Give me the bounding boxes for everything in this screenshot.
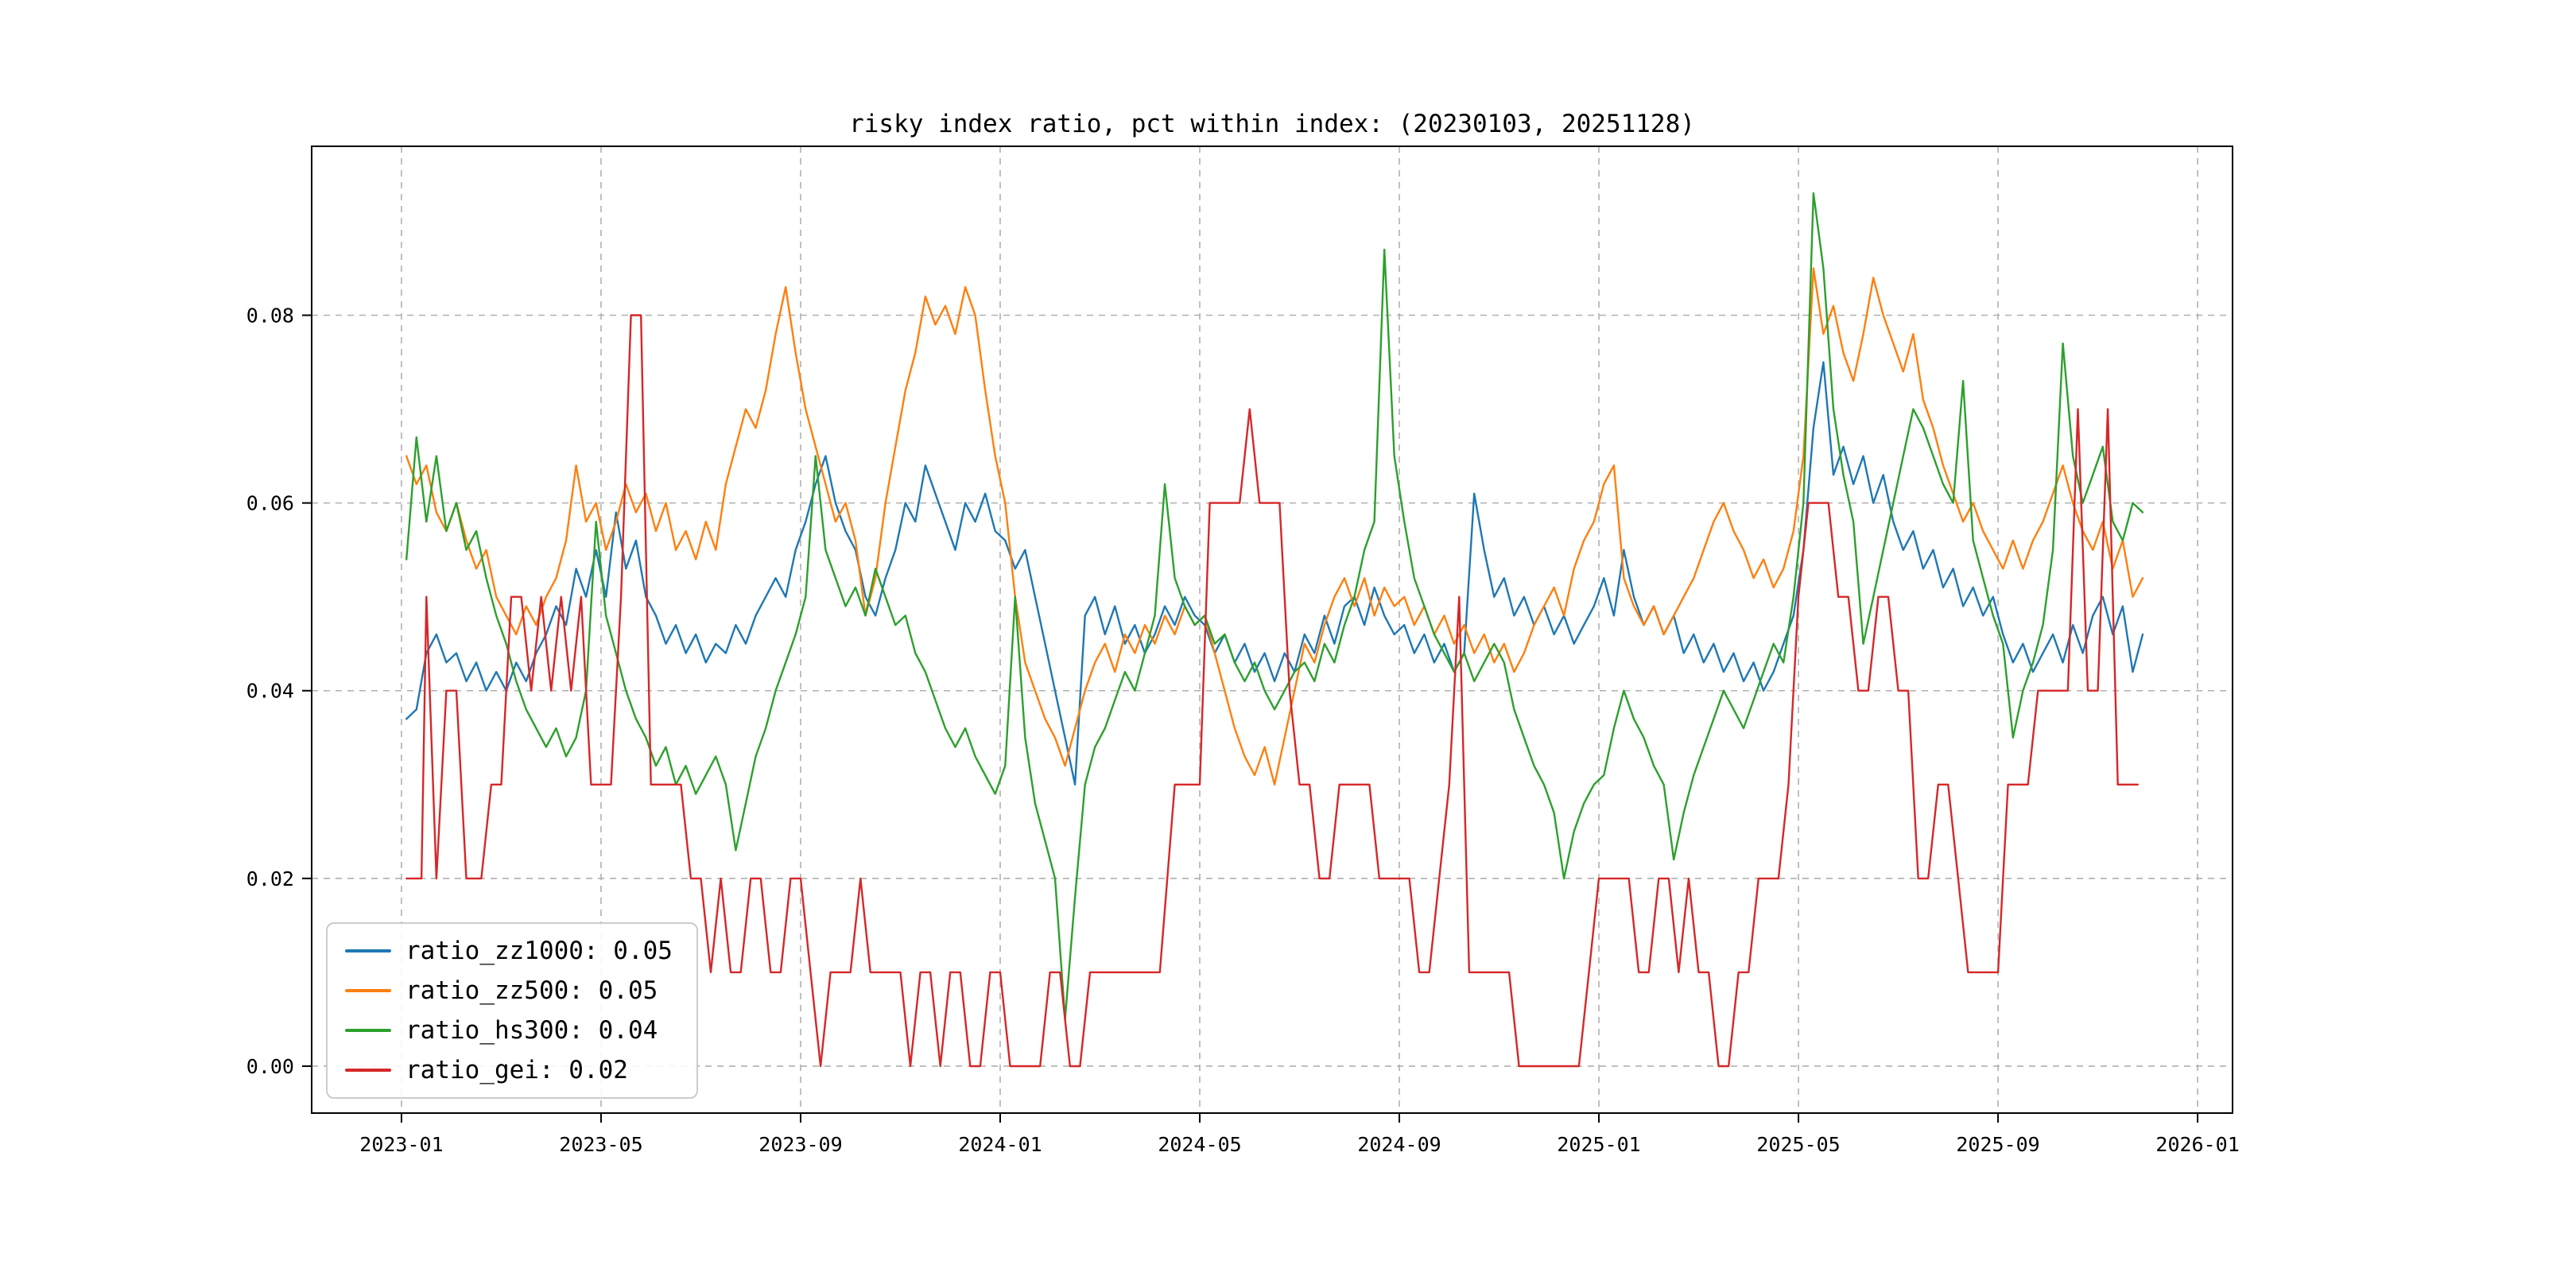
x-tick-label: 2023-01 bbox=[359, 1133, 443, 1156]
legend-label: ratio_zz1000: 0.05 bbox=[405, 937, 673, 965]
y-tick-label: 0.06 bbox=[246, 492, 294, 515]
legend-item-ratio_hs300: ratio_hs300: 0.04 bbox=[345, 1016, 673, 1045]
legend-line-swatch bbox=[345, 989, 391, 992]
legend-label: ratio_gei: 0.02 bbox=[405, 1056, 628, 1084]
series-line-ratio_zz1000 bbox=[405, 361, 2144, 786]
x-tick-label: 2023-05 bbox=[559, 1133, 642, 1156]
y-tick-label: 0.00 bbox=[246, 1055, 294, 1078]
legend-line-swatch bbox=[345, 1029, 391, 1032]
legend-item-ratio_gei: ratio_gei: 0.02 bbox=[345, 1056, 673, 1084]
chart-title: risky index ratio, pct within index: (20… bbox=[849, 110, 1695, 138]
axes-border bbox=[311, 145, 2233, 1114]
x-tick-label: 2024-05 bbox=[1158, 1133, 1241, 1156]
legend-line-swatch bbox=[345, 1069, 391, 1072]
y-tick-label: 0.08 bbox=[246, 305, 294, 328]
legend: ratio_zz1000: 0.05 ratio_zz500: 0.05 ratio… bbox=[326, 922, 698, 1099]
legend-line-swatch bbox=[345, 949, 391, 952]
x-tick-label: 2024-09 bbox=[1357, 1133, 1441, 1156]
x-tick-label: 2024-01 bbox=[958, 1133, 1042, 1156]
series-line-ratio_gei bbox=[405, 314, 2140, 1068]
y-tick-label: 0.02 bbox=[246, 867, 294, 890]
series-line-ratio_hs300 bbox=[405, 192, 2144, 1021]
x-tick-label: 2025-01 bbox=[1557, 1133, 1640, 1156]
x-tick-label: 2025-05 bbox=[1756, 1133, 1840, 1156]
x-tick-label: 2025-09 bbox=[1956, 1133, 2039, 1156]
legend-label: ratio_zz500: 0.05 bbox=[405, 976, 658, 1005]
legend-item-ratio_zz1000: ratio_zz1000: 0.05 bbox=[345, 937, 673, 965]
legend-item-ratio_zz500: ratio_zz500: 0.05 bbox=[345, 976, 673, 1005]
x-tick-label: 2023-09 bbox=[758, 1133, 842, 1156]
legend-label: ratio_hs300: 0.04 bbox=[405, 1016, 658, 1045]
series-line-ratio_zz500 bbox=[405, 267, 2144, 786]
y-tick-label: 0.04 bbox=[246, 680, 294, 703]
x-tick-label: 2026-01 bbox=[2155, 1133, 2239, 1156]
